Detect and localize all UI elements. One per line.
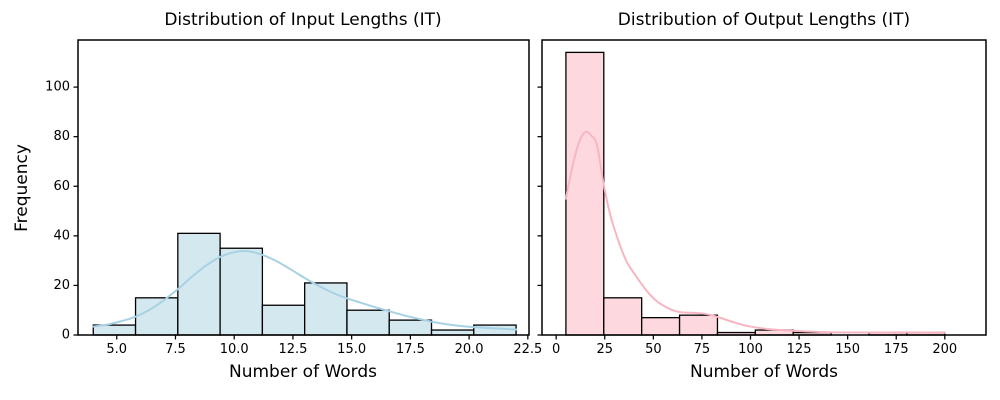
right-plot-title: Distribution of Output Lengths (IT) — [617, 10, 911, 30]
x-tick-label: 25 — [596, 342, 613, 357]
x-tick-label: 15.0 — [337, 342, 366, 357]
y-axis-ticks — [537, 86, 542, 336]
axes-spines — [77, 39, 530, 336]
y-tick-label: 20 — [53, 278, 70, 293]
x-tick-label: 0 — [552, 342, 560, 357]
x-axis-ticks: 0 25 50 75 100 125 150 175 200 — [552, 335, 957, 357]
x-tick-label: 17.5 — [396, 342, 425, 357]
right-plot: 0 25 50 75 100 125 150 175 200 — [537, 39, 987, 357]
histogram-bar — [346, 309, 390, 336]
histogram-bar — [304, 282, 348, 336]
x-tick-label: 10.0 — [220, 342, 249, 357]
y-tick-label: 60 — [53, 179, 70, 194]
histogram-bar — [603, 297, 643, 336]
kde-line — [564, 130, 946, 334]
histogram-bar — [134, 297, 179, 336]
histogram-bar — [219, 247, 264, 336]
histogram-bar — [565, 51, 605, 336]
x-tick-label: 22.5 — [513, 342, 542, 357]
x-tick-label: 20.0 — [455, 342, 484, 357]
x-tick-label: 75 — [694, 342, 711, 357]
y-tick-label: 80 — [53, 129, 70, 144]
x-tick-label: 200 — [932, 342, 957, 357]
x-tick-label: 50 — [645, 342, 662, 357]
x-tick-label: 150 — [835, 342, 860, 357]
left-plot-title: Distribution of Input Lengths (IT) — [164, 10, 442, 30]
histogram-bar — [641, 316, 681, 336]
x-tick-label: 100 — [738, 342, 763, 357]
y-tick-label: 100 — [45, 80, 70, 95]
kde-line — [92, 250, 518, 331]
x-tick-label: 175 — [884, 342, 909, 357]
x-tick-label: 7.5 — [165, 342, 186, 357]
left-x-axis-label: Number of Words — [228, 362, 378, 382]
x-tick-label: 125 — [787, 342, 812, 357]
right-x-axis-label: Number of Words — [689, 362, 839, 382]
histogram-bars — [565, 51, 946, 336]
left-plot: 5.0 7.5 10.0 12.5 15.0 17.5 20.0 22.5 0 20 40 60 80 1… — [45, 39, 542, 357]
x-tick-label: 12.5 — [278, 342, 307, 357]
y-axis-label: Frequency — [12, 144, 32, 232]
y-tick-label: 40 — [53, 228, 70, 243]
histogram-bars — [92, 232, 517, 336]
x-tick-label: 5.0 — [106, 342, 127, 357]
y-tick-label: 0 — [62, 328, 70, 343]
histogram-bar — [678, 314, 719, 336]
histogram-bar — [261, 304, 306, 336]
y-axis-ticks: 0 20 40 60 80 100 — [45, 80, 78, 343]
x-axis-ticks: 5.0 7.5 10.0 12.5 15.0 17.5 20.0 22.5 — [106, 335, 542, 357]
axes-spines — [541, 39, 987, 336]
histogram-bar — [388, 319, 433, 336]
